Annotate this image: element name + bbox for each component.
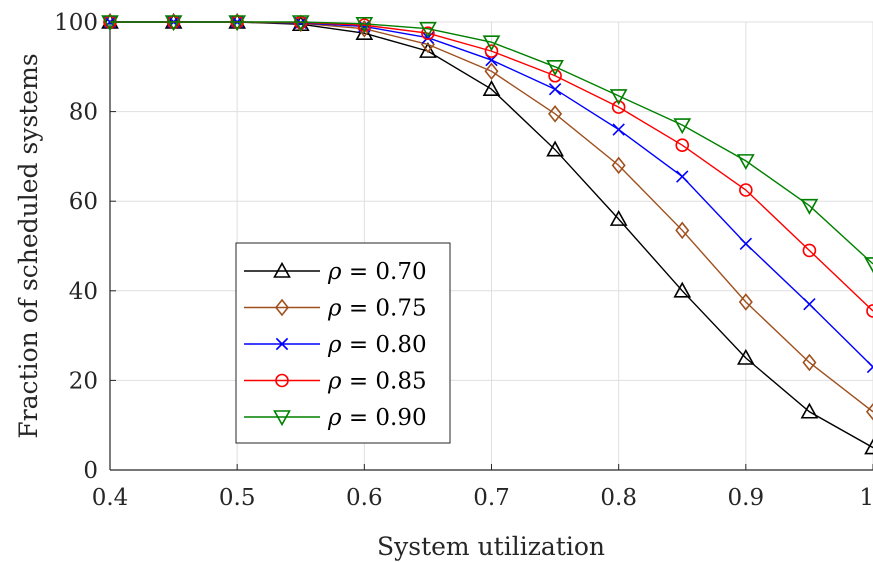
legend-value: = 0.90 [342,405,427,431]
circle-marker [739,183,753,197]
x-marker [612,123,625,136]
triangle-down-marker [482,35,501,52]
legend-variable: ρ [327,296,342,322]
triangle-up-marker [800,402,819,419]
x-marker [275,337,289,351]
legend-label: ρ = 0.75 [327,296,427,322]
triangle-up-marker [546,140,564,157]
legend-variable: ρ [327,405,342,431]
x-tick-label: 0.9 [728,485,765,511]
x-marker [803,298,816,311]
circle-marker [802,243,817,258]
series-line [110,21,873,265]
triangle-down-marker [864,257,873,274]
x-tick-label: 0.5 [219,485,256,511]
plot-area [101,12,873,455]
legend-label: ρ = 0.90 [327,405,427,431]
legend-value: = 0.85 [342,369,427,395]
triangle-up-marker [419,41,437,58]
x-marker [866,360,873,374]
circle-marker [548,68,562,83]
x-tick-label: 1 [859,485,873,511]
legend-variable: ρ [327,369,342,395]
diamond-marker [865,402,873,421]
triangle-up-marker [273,261,291,278]
triangle-down-marker [673,118,692,135]
legend-box [235,242,451,444]
diamond-marker [274,298,290,317]
triangle-down-marker [273,410,291,427]
x-tick-label: 0.8 [600,485,637,511]
legend-value: = 0.70 [342,259,427,285]
legend-item: ρ = 0.90 [244,405,427,431]
circle-marker [484,44,499,58]
y-tick-label: 0 [83,458,98,484]
legend-value: = 0.75 [342,296,427,322]
diamond-marker [738,293,753,311]
x-tick-label: 0.6 [346,485,383,511]
y-tick-label: 60 [69,189,98,215]
circle-marker [275,373,289,388]
axes [109,21,873,471]
tick-labels: 0.4 0.5 0.6 0.7 0.8 0.9 1 0 20 40 60 80 100 [54,10,873,511]
triangle-down-marker [419,21,437,38]
triangle-down-marker [609,89,628,106]
y-axis-label: Fraction of scheduled systems [14,53,43,438]
legend-variable: ρ [327,332,342,358]
x-tick-label: 0.7 [473,485,510,511]
x-marker [676,170,689,183]
y-tick-label: 20 [69,368,98,394]
y-tick-label: 80 [69,100,98,126]
triangle-down-marker [164,15,183,32]
series-triangle-down [101,15,873,274]
triangle-up-marker [673,281,692,298]
triangle-down-marker [291,15,310,32]
triangle-down-marker [101,15,119,32]
circle-marker [611,100,626,114]
triangle-up-marker [609,209,628,226]
legend-label: ρ = 0.70 [327,259,427,285]
x-axis-label: System utilization [377,532,605,561]
legend-item: ρ = 0.75 [244,296,427,322]
triangle-down-marker [546,59,564,76]
x-tick-label: 0.4 [92,485,129,511]
diamond-marker [484,62,499,81]
legend-item: ρ = 0.80 [244,332,427,358]
legend-label: ρ = 0.80 [327,332,427,358]
triangle-down-marker [355,16,374,33]
y-tick-label: 100 [54,10,98,36]
x-marker [739,237,753,250]
triangle-up-marker [482,80,501,96]
circle-marker [866,304,873,318]
legend-item: ρ = 0.70 [244,259,427,285]
diamond-marker [611,156,626,175]
triangle-down-marker [736,154,755,171]
triangle-down-marker [800,198,819,215]
y-tick-label: 40 [69,279,98,305]
diamond-marker [802,353,817,372]
legend: ρ = 0.70ρ = 0.75ρ = 0.80ρ = 0.85ρ = 0.90 [235,242,451,444]
circle-marker [421,26,435,41]
triangle-down-marker [228,15,247,32]
legend-label: ρ = 0.85 [327,369,427,395]
triangle-up-marker [736,348,755,365]
legend-item: ρ = 0.85 [244,369,427,395]
circle-marker [675,138,690,152]
legend-value: = 0.80 [342,332,427,358]
legend-variable: ρ [327,259,342,285]
diamond-marker [675,221,690,240]
diamond-marker [548,105,563,123]
x-marker [548,83,562,96]
triangle-up-marker [864,438,873,455]
